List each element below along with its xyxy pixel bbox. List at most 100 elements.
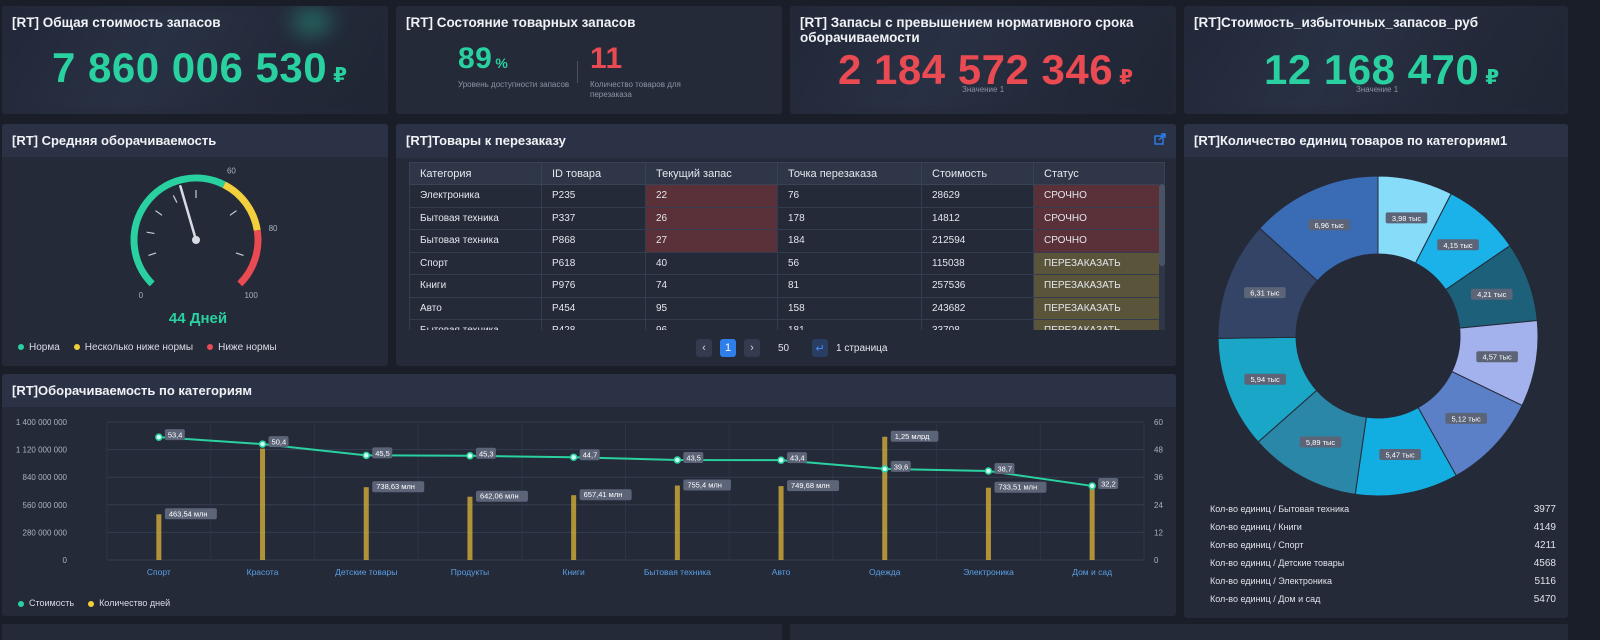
column-header[interactable]: ID товара: [541, 162, 646, 185]
bar-data-label: 657,41 млн: [584, 490, 623, 499]
table-cell: 33708: [921, 319, 1034, 330]
line-label-bg: [475, 447, 496, 459]
category-value: 3977: [1533, 503, 1556, 515]
table-cell: P428: [541, 319, 646, 330]
bar-label-bg: [994, 481, 1047, 493]
blurred-background: [1184, 6, 1568, 114]
line-data-label: 43,4: [790, 454, 805, 463]
line-label-bg: [890, 460, 911, 472]
table-cell: P976: [541, 274, 646, 298]
bar-data-label: 733,51 млн: [998, 483, 1037, 492]
bar-mark: [467, 496, 473, 560]
currency-sign: ₽: [1119, 67, 1134, 89]
category-legend-row: Кол-во единиц / Книги 4149: [1210, 518, 1556, 536]
gauge-tick-label: 80: [269, 224, 278, 233]
slice-label-bg: [1476, 351, 1518, 363]
scrollbar-thumb[interactable]: [1159, 184, 1165, 266]
legend-dot: [18, 344, 24, 351]
bar-mark: [260, 448, 266, 560]
table-cell: 184: [777, 229, 922, 253]
reorder-table-card: [RT]Товары к перезаказу Категория ID тов…: [396, 124, 1176, 366]
availability-label: Уровень доступности запасов: [458, 80, 570, 89]
table-cell: 243682: [921, 296, 1034, 320]
left-axis-tick-label: 1 120 000 000: [16, 446, 68, 455]
table-row[interactable]: Бытовая техника P337 26 178 14812 СРОЧНО: [409, 206, 1165, 230]
table-cell: 76: [777, 184, 922, 208]
line-data-label: 45,3: [479, 449, 494, 458]
gauge-needle-hub: [192, 236, 200, 244]
gauge-arc: [130, 174, 226, 287]
external-link-icon[interactable]: [1154, 133, 1166, 149]
table-cell: СРОЧНО: [1033, 229, 1165, 253]
gauge-value-text: 44 Дней: [168, 310, 228, 327]
column-header[interactable]: Категория: [409, 162, 542, 185]
table-cell: ПЕРЕЗАКАЗАТЬ: [1033, 251, 1165, 275]
line-point: [466, 452, 474, 460]
bar-data-label: 1,25 млрд: [895, 432, 930, 441]
table-row[interactable]: Авто P454 95 158 243682 ПЕРЕЗАКАЗАТЬ: [409, 296, 1165, 320]
gauge-tick: [146, 231, 155, 235]
table-cell: ПЕРЕЗАКАЗАТЬ: [1033, 296, 1165, 320]
bar-label-bg: [372, 481, 425, 493]
line-point: [155, 433, 163, 441]
kpi-total-stock-card: [RT] Общая стоимость запасов 7 860 006 5…: [2, 6, 388, 114]
x-axis-tick-label: Одежда: [869, 567, 901, 577]
category-legend-row: Кол-во единиц / Дом и сад 5470: [1210, 590, 1556, 608]
table-cell: 158: [777, 296, 922, 320]
bar-data-label: 749,68 млн: [791, 481, 830, 490]
bar-data-label: 738,63 млн: [376, 482, 415, 491]
x-axis-tick-label: Бытовая техника: [644, 567, 711, 577]
column-header[interactable]: Статус: [1033, 162, 1165, 185]
card-title: [RT]Количество единиц товаров по категор…: [1184, 124, 1568, 157]
table-cell: 14812: [921, 206, 1034, 230]
slice-data-label: 5,89 тыс: [1306, 438, 1336, 447]
legend-dot: [207, 344, 214, 351]
legend-item-cost[interactable]: Стоимость: [18, 598, 74, 608]
line-label-bg: [164, 429, 185, 441]
legend-label: Норма: [29, 342, 60, 353]
table-cell: СРОЧНО: [1033, 206, 1165, 230]
gauge-tick: [155, 210, 163, 216]
table-row[interactable]: Спорт P618 40 56 115038 ПЕРЕЗАКАЗАТЬ: [409, 251, 1165, 275]
slice-label-bg: [1379, 448, 1421, 460]
column-header[interactable]: Текущий запас: [645, 162, 778, 185]
next-page-button[interactable]: ›: [744, 339, 760, 357]
line-point: [673, 456, 682, 464]
line-point: [1088, 482, 1096, 490]
line-data-label: 50,4: [272, 438, 287, 447]
category-legend-list: Кол-во единиц / Бытовая техника 3977 Кол-в…: [1210, 500, 1556, 608]
table-cell: 27: [645, 229, 778, 253]
legend-dot: [88, 600, 95, 607]
category-name: Кол-во единиц / Спорт: [1210, 540, 1304, 550]
gauge-tick: [229, 210, 237, 216]
prev-page-button[interactable]: ‹: [696, 339, 712, 357]
table-wrapper[interactable]: Категория ID товара Текущий запас Точка …: [409, 162, 1165, 330]
legend-item-days[interactable]: Количество дней: [88, 598, 170, 608]
avg-turnover-card: [RT] Средняя оборачиваемость 0 60 80 100 44…: [2, 124, 388, 366]
right-axis-tick-label: 12: [1154, 528, 1163, 537]
column-header[interactable]: Точка перезаказа: [777, 162, 922, 185]
slice-data-label: 6,31 тыс: [1250, 289, 1280, 298]
left-axis-tick-label: 1 400 000 000: [16, 418, 68, 427]
category-name: Кол-во единиц / Бытовая техника: [1210, 504, 1350, 514]
gauge-arc: [222, 181, 261, 231]
table-row[interactable]: Бытовая техника P868 27 184 212594 СРОЧНО: [409, 229, 1165, 253]
x-axis-tick-label: Электроника: [963, 567, 1014, 577]
column-header[interactable]: Стоимость: [921, 162, 1034, 185]
page-button-1[interactable]: 1: [720, 339, 736, 357]
category-legend-row: Кол-во единиц / Детские товары 4568: [1210, 554, 1556, 572]
table-row[interactable]: Электроника P235 22 76 28629 СРОЧНО: [409, 184, 1165, 208]
page-size-input[interactable]: 50: [778, 342, 790, 354]
table-scrollbar[interactable]: [1159, 184, 1165, 330]
go-to-page-button[interactable]: ↵: [812, 339, 828, 357]
line-label-bg: [579, 449, 600, 461]
category-value: 4568: [1533, 557, 1556, 569]
slice-label-bg: [1308, 219, 1350, 231]
category-name: Кол-во единиц / Детские товары: [1210, 558, 1345, 568]
table-cell: Бытовая техника: [409, 319, 542, 330]
currency-sign: ₽: [333, 65, 348, 87]
card-title: [RT]Товары к перезаказу: [396, 124, 1176, 158]
slice-label-bg: [1244, 373, 1286, 385]
table-row[interactable]: Книги P976 74 81 257536 ПЕРЕЗАКАЗАТЬ: [409, 274, 1165, 298]
table-row[interactable]: Бытовая техникаP4289618133708ПЕРЕЗАКАЗАТ…: [409, 319, 1165, 330]
